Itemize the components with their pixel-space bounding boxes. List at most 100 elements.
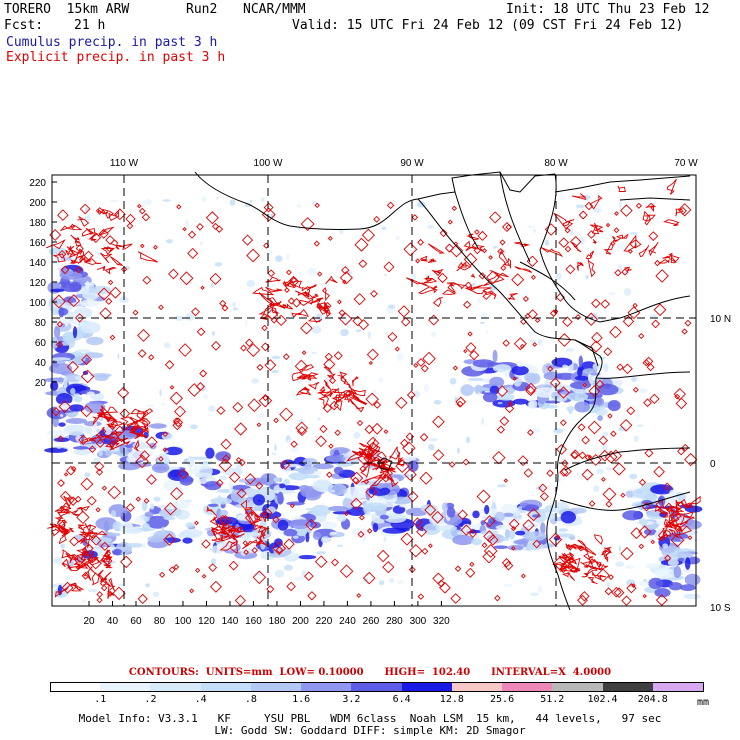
precip-blob [60, 341, 71, 346]
cuba-coast [554, 175, 691, 193]
contour-ring [404, 468, 417, 481]
contour-line [206, 505, 218, 517]
contour-ring [595, 379, 605, 389]
precip-speck [566, 406, 575, 412]
precip-blob [330, 483, 347, 496]
contour-ring [107, 485, 122, 500]
contour-ring [570, 449, 581, 460]
contour-ring [408, 566, 416, 573]
contour-ring [51, 294, 66, 309]
contour-ring [488, 255, 493, 260]
contour-ring [98, 228, 109, 239]
precip-speck [56, 445, 62, 449]
precip-speck [616, 243, 626, 250]
precip-speck [274, 569, 285, 578]
contour-ring [621, 268, 629, 276]
contour-ring [220, 438, 232, 450]
contour-line [63, 495, 71, 508]
contour-line [644, 215, 651, 226]
precip-speck [275, 255, 283, 262]
contour-ring [627, 306, 641, 320]
contour-ring [397, 305, 411, 318]
precip-blob [185, 522, 195, 528]
precip-blob [63, 424, 88, 436]
contour-line [660, 529, 672, 540]
interior-border-2 [499, 171, 531, 263]
contour-line [680, 500, 694, 508]
contour-ring [462, 458, 470, 466]
contour-line [558, 566, 576, 573]
contour-line [317, 395, 330, 409]
precip-speck [601, 316, 604, 322]
contour-ring [643, 398, 652, 408]
contour-line [663, 219, 680, 227]
contour-ring [432, 415, 445, 429]
contour-ring [644, 448, 654, 458]
precip-blob [582, 368, 597, 374]
contour-ring [670, 533, 685, 548]
lat-label: 10 S [710, 603, 731, 614]
contour-line [446, 282, 466, 290]
precip-speck [606, 582, 611, 589]
precip-speck [210, 282, 214, 288]
contour-ring [507, 400, 513, 406]
contour-ring [235, 456, 242, 463]
precip-speck [211, 331, 216, 336]
precip-blob [501, 503, 517, 515]
precip-blob [60, 283, 82, 293]
contour-line [668, 528, 679, 539]
contour-line [300, 372, 319, 380]
precip-speck [373, 434, 378, 439]
contour-ring [522, 519, 535, 532]
precip-blob [92, 419, 98, 432]
precip-blob [110, 544, 115, 551]
precip-blob [625, 490, 635, 498]
contour-ring [170, 487, 184, 501]
contour-ring [547, 365, 554, 372]
contour-ring [179, 271, 194, 286]
precip-speck [311, 351, 317, 354]
contour-line [396, 459, 405, 467]
contour-line [77, 256, 92, 265]
contour-ring [496, 425, 506, 434]
precip-speck [449, 377, 457, 385]
contour-ring [635, 202, 642, 209]
lon-label: 110 W [110, 158, 139, 169]
precip-blob [578, 355, 583, 368]
precip-blob [73, 395, 83, 403]
contour-ring [69, 536, 80, 547]
precip-blob [472, 359, 495, 368]
contour-line [447, 283, 456, 293]
contour-ring [187, 383, 202, 397]
contour-line [109, 256, 123, 267]
contour-ring [275, 314, 287, 327]
precip-blob [46, 430, 70, 436]
contour-ring [315, 435, 327, 448]
precip-blob [90, 537, 113, 544]
panama-isthmus [574, 339, 603, 379]
contour-ring [620, 546, 634, 561]
precip-speck [585, 274, 589, 280]
contour-line [601, 547, 612, 556]
precip-speck [367, 331, 372, 339]
contour-line [88, 233, 99, 241]
precip-speck [605, 467, 614, 471]
colorbar-swatch [451, 682, 504, 692]
precip-speck [307, 267, 317, 276]
contour-ring [336, 299, 342, 305]
interior-border-3 [519, 261, 576, 301]
precip-speck [396, 353, 404, 362]
precip-blob [164, 446, 183, 456]
contour-ring [172, 417, 181, 425]
lon-label: 100 W [254, 158, 283, 169]
precip-speck [313, 369, 320, 372]
contour-line [585, 250, 595, 259]
contour-line [250, 507, 263, 519]
contour-line [100, 252, 112, 264]
precip-blob [80, 321, 101, 334]
contour-ring [524, 313, 531, 319]
contour-ring [494, 594, 501, 602]
precip-blob [142, 522, 150, 533]
contour-ring [58, 400, 72, 413]
contour-line [58, 531, 71, 545]
